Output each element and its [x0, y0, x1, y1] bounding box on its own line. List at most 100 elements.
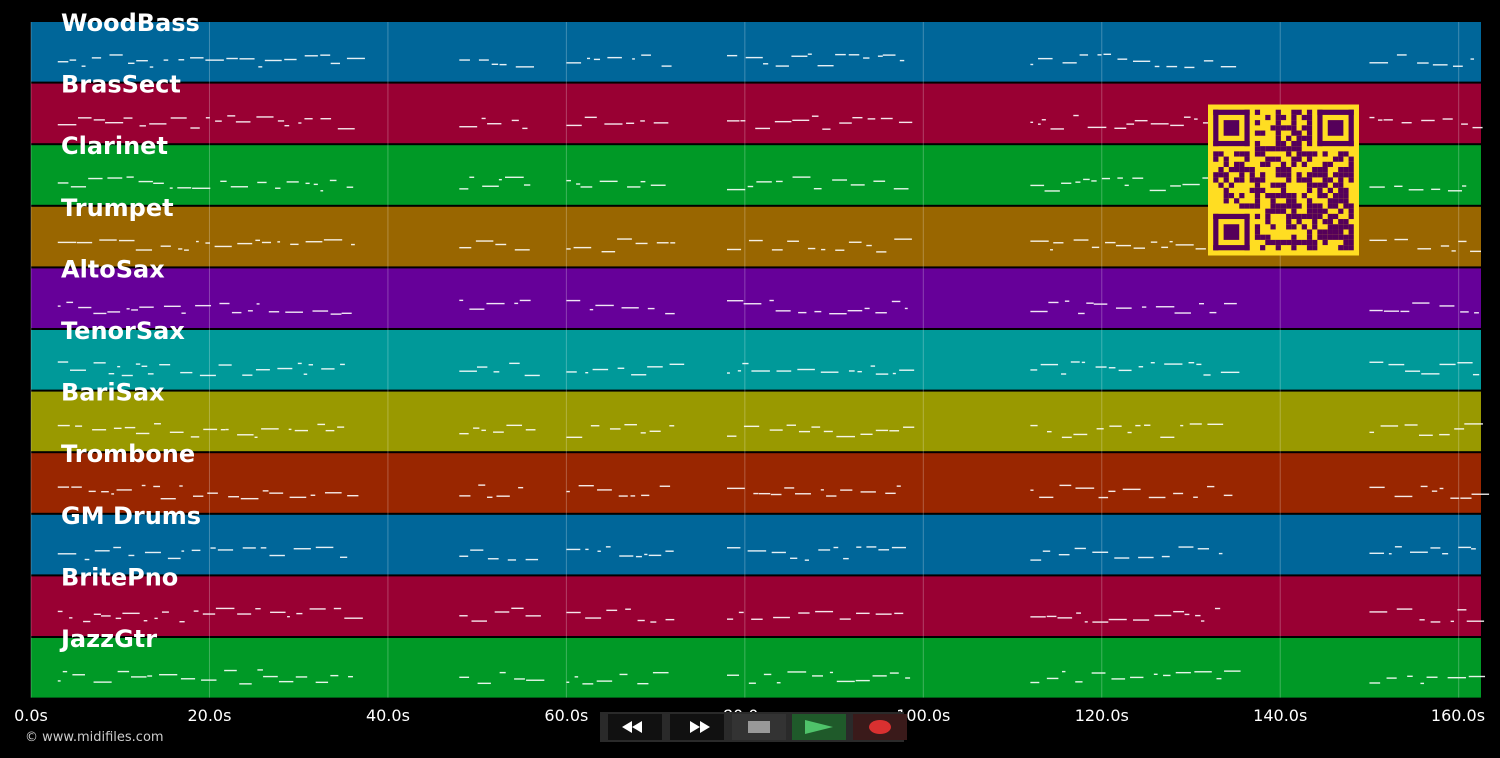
- note-mark: [817, 64, 834, 67]
- note-mark: [1030, 184, 1045, 187]
- note-mark: [1408, 189, 1424, 191]
- note-mark: [1439, 433, 1450, 436]
- note-mark: [1418, 434, 1433, 436]
- note-mark: [1417, 248, 1432, 250]
- note-mark: [566, 611, 581, 614]
- note-mark: [1447, 676, 1466, 679]
- note-mark: [199, 374, 216, 377]
- note-mark: [293, 548, 311, 550]
- rewind-button[interactable]: [608, 714, 662, 740]
- note-mark: [1224, 302, 1237, 305]
- note-mark: [1220, 371, 1240, 374]
- note-mark: [1116, 244, 1132, 247]
- note-mark: [804, 559, 809, 561]
- note-mark: [1452, 65, 1463, 67]
- note-mark: [340, 363, 345, 366]
- note-mark: [790, 557, 798, 559]
- note-mark: [798, 430, 811, 433]
- note-mark: [220, 180, 227, 183]
- note-mark: [904, 307, 908, 310]
- note-mark: [240, 497, 259, 500]
- note-mark: [105, 121, 124, 124]
- note-mark: [647, 366, 663, 368]
- note-mark: [1047, 430, 1052, 433]
- fast-forward-button[interactable]: [670, 714, 724, 740]
- note-mark: [227, 115, 236, 117]
- note-mark: [1407, 675, 1413, 677]
- track-label: Trumpet: [61, 194, 174, 222]
- note-mark: [1097, 54, 1102, 56]
- note-mark: [763, 63, 769, 65]
- note-mark: [1380, 425, 1399, 427]
- note-mark: [1430, 547, 1441, 549]
- note-mark: [1030, 616, 1046, 618]
- note-mark: [812, 675, 823, 677]
- note-mark: [260, 547, 267, 549]
- note-mark: [1048, 301, 1059, 304]
- note-mark: [321, 368, 335, 370]
- note-mark: [836, 435, 855, 438]
- note-mark: [1173, 492, 1184, 495]
- note-mark: [899, 59, 905, 62]
- note-mark: [135, 432, 150, 435]
- note-mark: [1462, 185, 1467, 187]
- note-mark: [323, 239, 343, 241]
- note-mark: [1369, 186, 1385, 188]
- note-mark: [108, 373, 115, 375]
- note-mark: [1207, 423, 1224, 425]
- note-mark: [303, 373, 308, 375]
- note-mark: [1220, 65, 1237, 68]
- note-mark: [1117, 58, 1128, 60]
- note-mark: [184, 249, 189, 251]
- note-mark: [1030, 424, 1038, 427]
- note-mark: [337, 128, 355, 130]
- note-mark: [231, 311, 242, 314]
- note-mark: [514, 249, 530, 251]
- note-mark: [298, 122, 302, 124]
- note-mark: [297, 362, 302, 365]
- note-mark: [66, 301, 74, 304]
- note-mark: [1079, 54, 1089, 56]
- record-button[interactable]: [853, 714, 907, 740]
- note-mark: [1092, 551, 1109, 553]
- note-mark: [566, 62, 582, 64]
- note-mark: [1138, 556, 1154, 559]
- note-mark: [290, 243, 299, 246]
- note-mark: [1224, 670, 1241, 672]
- note-mark: [1420, 485, 1428, 488]
- note-mark: [239, 683, 252, 685]
- note-mark: [899, 369, 915, 371]
- play-button[interactable]: [792, 714, 846, 740]
- note-mark: [1218, 552, 1223, 555]
- note-mark: [1207, 485, 1215, 488]
- note-mark: [776, 682, 781, 684]
- note-mark: [826, 495, 837, 497]
- note-mark: [661, 65, 672, 67]
- note-mark: [1426, 676, 1438, 678]
- note-mark: [607, 56, 622, 59]
- note-mark: [308, 364, 314, 366]
- note-mark: [665, 618, 675, 621]
- note-mark: [268, 311, 280, 313]
- note-mark: [892, 372, 896, 375]
- note-mark: [139, 306, 154, 308]
- note-mark: [491, 63, 499, 65]
- note-mark: [1184, 66, 1195, 69]
- note-mark: [811, 426, 821, 428]
- note-mark: [875, 312, 887, 314]
- note-mark: [1457, 362, 1473, 364]
- note-mark: [872, 675, 887, 677]
- note-mark: [524, 374, 540, 377]
- note-mark: [635, 555, 642, 558]
- note-mark: [161, 611, 169, 613]
- note-mark: [1081, 361, 1086, 364]
- stop-button[interactable]: [732, 714, 786, 740]
- note-mark: [325, 429, 335, 432]
- note-mark: [1075, 181, 1081, 183]
- note-mark: [519, 299, 531, 302]
- note-mark: [190, 57, 204, 59]
- note-mark: [195, 304, 212, 307]
- track-label: JazzGtr: [59, 625, 157, 653]
- note-mark: [348, 675, 353, 678]
- note-mark: [870, 365, 876, 367]
